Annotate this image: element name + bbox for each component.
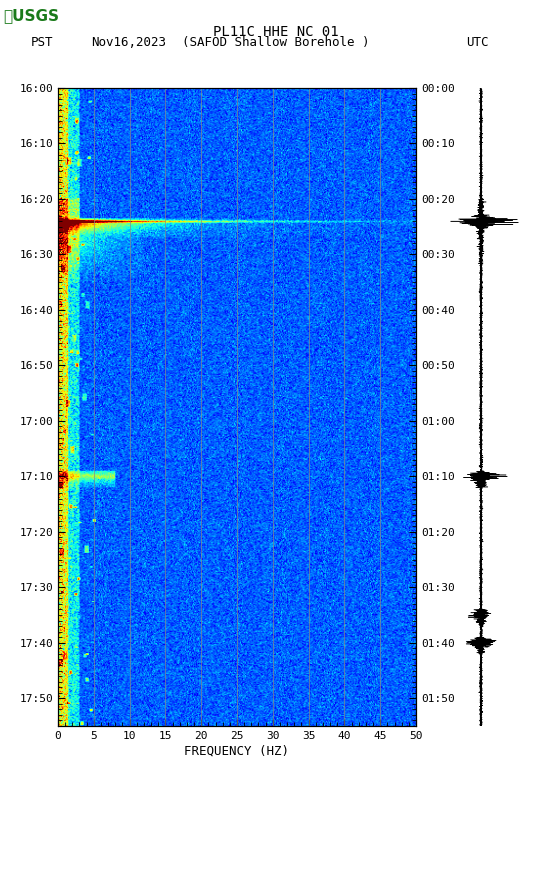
Text: ⛰USGS: ⛰USGS: [3, 9, 59, 23]
X-axis label: FREQUENCY (HZ): FREQUENCY (HZ): [184, 745, 289, 758]
Text: Nov16,2023: Nov16,2023: [91, 37, 166, 49]
Text: PST: PST: [30, 37, 53, 49]
Text: (SAFOD Shallow Borehole ): (SAFOD Shallow Borehole ): [182, 37, 370, 49]
Text: UTC: UTC: [466, 37, 489, 49]
Text: PL11C HHE NC 01: PL11C HHE NC 01: [213, 25, 339, 39]
